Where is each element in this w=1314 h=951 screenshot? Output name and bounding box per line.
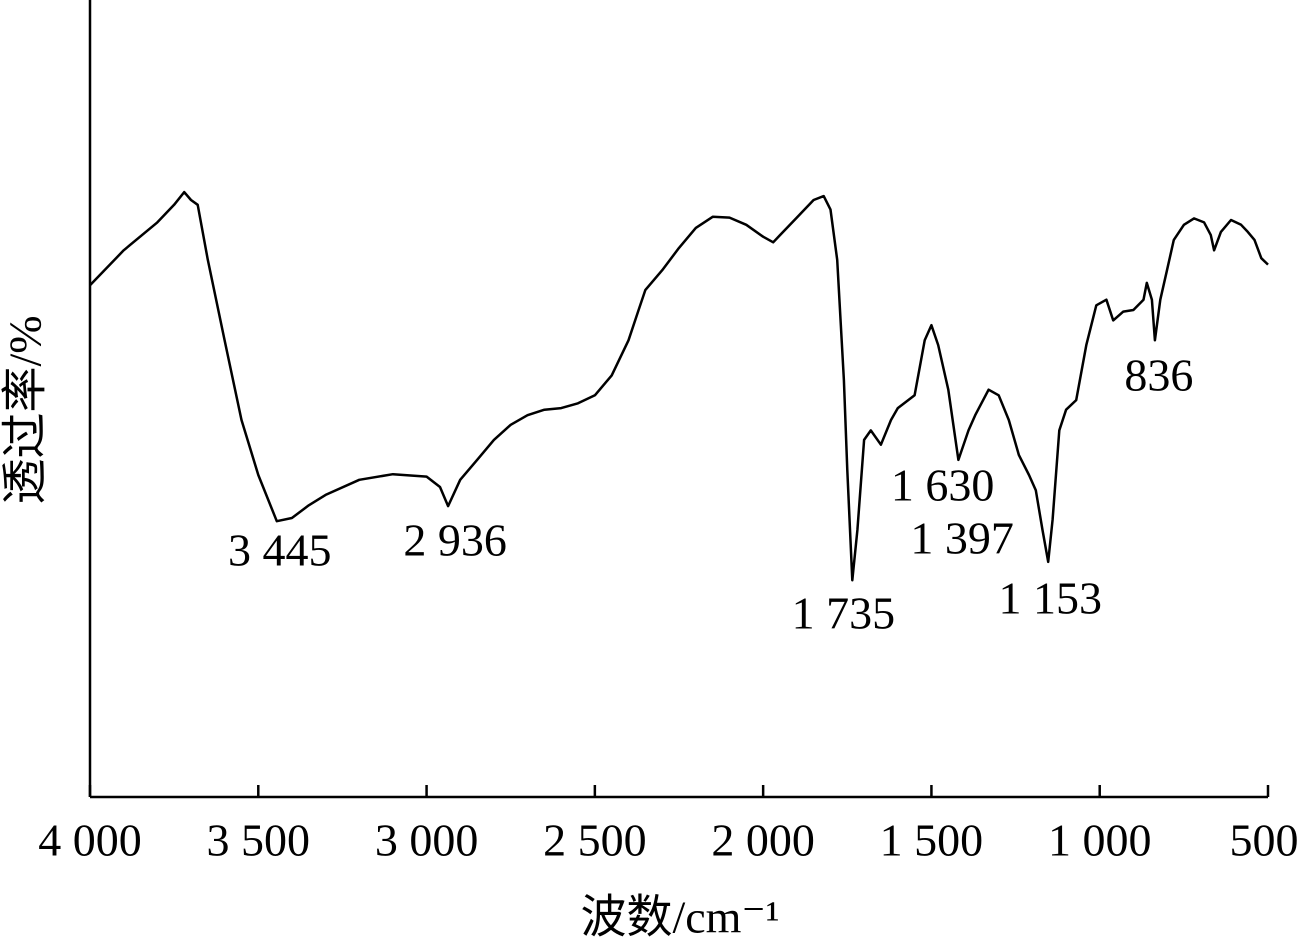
peak-label: 2 936 (403, 515, 507, 566)
x-tick-label: 3 000 (375, 815, 479, 866)
x-tick-label: 1 000 (1048, 815, 1152, 866)
spectrum-line (89, 190, 1269, 582)
peak-label: 3 445 (228, 525, 332, 576)
x-tick-label: 4 000 (38, 815, 142, 866)
x-tick-label: 3 500 (207, 815, 311, 866)
peak-label: 1 153 (998, 573, 1102, 624)
y-axis-label: 透过率/% (0, 315, 51, 504)
x-tick-label: 2 500 (543, 815, 647, 866)
peak-label: 1 630 (891, 460, 995, 511)
peak-label: 1 735 (792, 588, 896, 639)
x-tick-label: 500 (1230, 815, 1299, 866)
peak-label: 1 397 (910, 513, 1014, 564)
x-tick-label: 2 000 (711, 815, 815, 866)
x-tick-label: 1 500 (880, 815, 984, 866)
peak-label: 836 (1124, 350, 1193, 401)
x-axis-label: 波数/cm⁻¹ (580, 892, 779, 943)
